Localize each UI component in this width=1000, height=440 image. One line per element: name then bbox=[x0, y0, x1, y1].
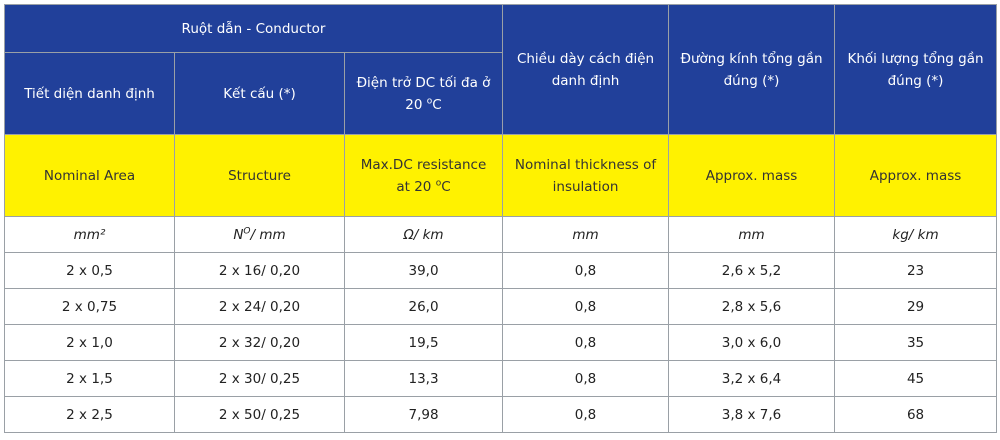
unit-area: mm² bbox=[4, 216, 175, 253]
cell-area: 2 x 0,75 bbox=[4, 288, 175, 325]
unit-structure: NO/ mm bbox=[174, 216, 345, 253]
unit-resistance: Ω/ km bbox=[343, 216, 504, 253]
table-row: 2 x 0,5 2 x 16/ 0,20 39,0 0,8 2,6 x 5,2 … bbox=[4, 252, 998, 289]
cell-structure: 2 x 16/ 0,20 bbox=[174, 252, 345, 289]
cell-resistance: 13,3 bbox=[343, 360, 504, 397]
cell-thickness: 0,8 bbox=[502, 324, 670, 361]
resistance-header-en: Max.DC resistance at 20 oC bbox=[343, 134, 504, 217]
degree-symbol-icon: o bbox=[435, 178, 442, 188]
cell-mass: 68 bbox=[834, 396, 998, 433]
unit-mass: kg/ km bbox=[834, 216, 998, 253]
cell-resistance: 7,98 bbox=[343, 396, 504, 433]
cell-thickness: 0,8 bbox=[502, 360, 670, 397]
structure-header-vi: Kết cấu (*) bbox=[174, 52, 345, 135]
cell-mass: 45 bbox=[834, 360, 998, 397]
cell-area: 2 x 2,5 bbox=[4, 396, 175, 433]
resistance-header-en-line1: Max.DC resistance bbox=[360, 156, 487, 173]
structure-header-en: Structure bbox=[174, 134, 345, 217]
cell-resistance: 19,5 bbox=[343, 324, 504, 361]
table-row: 2 x 0,75 2 x 24/ 0,20 26,0 0,8 2,8 x 5,6… bbox=[4, 288, 998, 325]
table-row: 2 x 2,5 2 x 50/ 0,25 7,98 0,8 3,8 x 7,6 … bbox=[4, 396, 998, 433]
thickness-header-en: Nominal thickness of insulation bbox=[502, 134, 670, 217]
degree-symbol-icon: o bbox=[426, 96, 433, 106]
conductor-group-header: Ruột dẫn - Conductor bbox=[3, 4, 504, 53]
resistance-header-en-unit: C bbox=[441, 178, 451, 195]
resistance-header-vi-unit: C bbox=[432, 96, 442, 113]
cell-area: 2 x 1,5 bbox=[4, 360, 175, 397]
unit-diameter: mm bbox=[668, 216, 836, 253]
header-row-en: Nominal Area Structure Max.DC resistance… bbox=[4, 134, 998, 217]
cell-diameter: 2,8 x 5,6 bbox=[668, 288, 836, 325]
nominal-area-header-en: Nominal Area bbox=[4, 134, 175, 217]
header-row-group: Ruột dẫn - Conductor Chiều dày cách điện… bbox=[3, 4, 998, 135]
cell-area: 2 x 0,5 bbox=[4, 252, 175, 289]
degree-symbol-icon: O bbox=[243, 226, 251, 236]
thickness-header-vi: Chiều dày cách điện danh định bbox=[502, 4, 670, 135]
resistance-header-vi-line1: Điện trở DC tối đa ở bbox=[356, 74, 491, 91]
cell-structure: 2 x 30/ 0,25 bbox=[174, 360, 345, 397]
mass-header-vi: Khối lượng tổng gần đúng (*) bbox=[834, 4, 998, 135]
table-row: 2 x 1,0 2 x 32/ 0,20 19,5 0,8 3,0 x 6,0 … bbox=[4, 324, 998, 361]
cell-mass: 29 bbox=[834, 288, 998, 325]
header-row-vi: Tiết diện danh định Kết cấu (*) Điện trở… bbox=[4, 52, 997, 135]
cell-thickness: 0,8 bbox=[502, 288, 670, 325]
cell-resistance: 26,0 bbox=[343, 288, 504, 325]
cell-resistance: 39,0 bbox=[343, 252, 504, 289]
diameter-header-vi: Đường kính tổng gần đúng (*) bbox=[668, 4, 836, 135]
cell-mass: 35 bbox=[834, 324, 998, 361]
diameter-header-en: Approx. mass bbox=[668, 134, 836, 217]
cell-diameter: 3,8 x 7,6 bbox=[668, 396, 836, 433]
resistance-header-vi-temp: 20 bbox=[405, 96, 423, 113]
unit-structure-n: N bbox=[233, 226, 244, 243]
nominal-area-header-vi: Tiết diện danh định bbox=[4, 52, 175, 135]
cell-diameter: 2,6 x 5,2 bbox=[668, 252, 836, 289]
unit-structure-rest: / mm bbox=[250, 226, 286, 243]
cell-area: 2 x 1,0 bbox=[4, 324, 175, 361]
table-row: 2 x 1,5 2 x 30/ 0,25 13,3 0,8 3,2 x 6,4 … bbox=[4, 360, 998, 397]
cell-diameter: 3,2 x 6,4 bbox=[668, 360, 836, 397]
resistance-header-vi: Điện trở DC tối đa ở 20 oC bbox=[343, 52, 504, 135]
cell-mass: 23 bbox=[834, 252, 998, 289]
cell-structure: 2 x 32/ 0,20 bbox=[174, 324, 345, 361]
cell-thickness: 0,8 bbox=[502, 252, 670, 289]
cable-spec-table: Ruột dẫn - Conductor Chiều dày cách điện… bbox=[3, 4, 998, 433]
mass-header-en: Approx. mass bbox=[834, 134, 998, 217]
cell-structure: 2 x 50/ 0,25 bbox=[174, 396, 345, 433]
cell-structure: 2 x 24/ 0,20 bbox=[174, 288, 345, 325]
cell-thickness: 0,8 bbox=[502, 396, 670, 433]
unit-thickness: mm bbox=[502, 216, 670, 253]
resistance-header-en-temp: at 20 bbox=[396, 178, 432, 195]
units-row: mm² NO/ mm Ω/ km mm mm kg/ km bbox=[4, 216, 998, 253]
cell-diameter: 3,0 x 6,0 bbox=[668, 324, 836, 361]
